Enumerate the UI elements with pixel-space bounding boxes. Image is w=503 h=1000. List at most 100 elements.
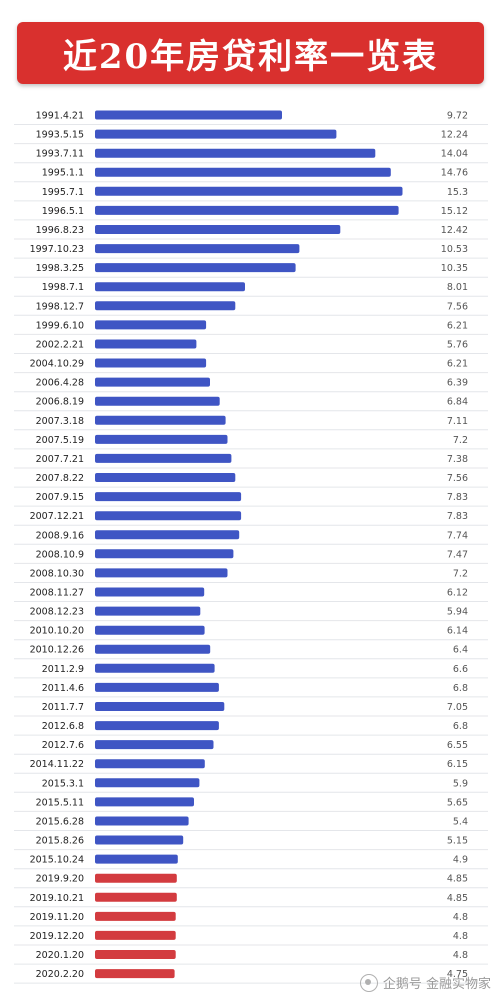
- value-label: 6.6: [453, 664, 468, 675]
- bar: [95, 873, 177, 883]
- bar: [95, 492, 242, 502]
- bar: [95, 263, 296, 273]
- value-label: 14.04: [441, 149, 468, 160]
- value-label: 6.8: [453, 721, 468, 732]
- category-label: 2006.4.28: [36, 378, 84, 389]
- value-label: 6.39: [447, 378, 468, 389]
- value-label: 10.53: [441, 244, 468, 255]
- value-label: 5.4: [453, 817, 468, 828]
- category-label: 2012.6.8: [42, 721, 84, 732]
- value-label: 7.47: [447, 549, 468, 560]
- category-label: 2015.6.28: [36, 817, 84, 828]
- bar: [95, 453, 232, 463]
- bar: [95, 721, 219, 731]
- category-label: 2004.10.29: [30, 359, 84, 370]
- category-label: 1995.1.1: [42, 168, 84, 179]
- value-label: 15.12: [441, 206, 468, 217]
- category-label: 2015.10.24: [30, 855, 84, 866]
- category-label: 2007.7.21: [36, 454, 84, 465]
- category-label: 2020.2.20: [36, 969, 84, 980]
- category-label: 1998.3.25: [36, 263, 84, 274]
- value-label: 14.76: [441, 168, 468, 179]
- category-label: 2014.11.22: [30, 759, 84, 770]
- value-label: 4.85: [447, 874, 468, 885]
- value-label: 6.12: [447, 588, 468, 599]
- bar: [95, 606, 201, 616]
- bar: [95, 892, 177, 902]
- bar: [95, 797, 194, 807]
- bar: [95, 473, 236, 482]
- category-label: 2019.12.20: [30, 931, 84, 942]
- bar: [95, 205, 399, 215]
- category-label: 2007.8.22: [36, 473, 84, 484]
- bar: [95, 434, 228, 444]
- value-label: 4.8: [453, 950, 468, 961]
- title-banner: 近20年房贷利率一览表: [17, 22, 484, 84]
- bar: [95, 663, 215, 673]
- category-label: 2015.5.11: [36, 797, 84, 808]
- bar: [95, 167, 391, 177]
- value-label: 7.56: [447, 473, 468, 484]
- category-label: 2007.5.19: [36, 435, 84, 446]
- bar: [95, 377, 210, 387]
- category-label: 2015.3.1: [42, 778, 84, 789]
- value-label: 12.42: [441, 225, 468, 236]
- value-label: 7.38: [447, 454, 468, 465]
- category-label: 2008.10.9: [36, 549, 84, 560]
- bar: [95, 911, 176, 921]
- category-label: 2008.10.30: [30, 568, 84, 579]
- bar: [95, 186, 403, 196]
- category-label: 2010.12.26: [30, 645, 84, 656]
- bar: [95, 244, 300, 254]
- value-label: 7.11: [447, 416, 468, 427]
- category-label: 2006.8.19: [36, 397, 84, 408]
- category-label: 2015.8.26: [36, 836, 84, 847]
- bar: [95, 625, 205, 635]
- value-label: 6.21: [447, 359, 468, 370]
- category-label: 2019.10.21: [30, 893, 84, 904]
- bar: [95, 110, 282, 120]
- category-label: 1993.5.15: [36, 130, 84, 141]
- bar: [95, 301, 236, 311]
- value-label: 6.4: [453, 645, 468, 656]
- bar: [95, 759, 205, 769]
- value-label: 6.8: [453, 683, 468, 694]
- value-label: 5.65: [447, 797, 468, 808]
- value-label: 4.8: [453, 931, 468, 942]
- category-label: 1998.7.1: [42, 282, 84, 293]
- category-label: 1995.7.1: [42, 187, 84, 198]
- bar: [95, 587, 205, 597]
- value-label: 6.55: [447, 740, 468, 751]
- value-label: 4.75: [447, 969, 468, 980]
- bar: [95, 129, 337, 139]
- value-label: 4.85: [447, 893, 468, 904]
- bar: [95, 930, 176, 940]
- watermark: 企鹅号 金融实物家: [359, 973, 491, 992]
- bar: [95, 396, 220, 406]
- bar: [95, 740, 214, 750]
- value-label: 7.83: [447, 492, 468, 503]
- watermark-text: 企鹅号 金融实物家: [382, 977, 491, 992]
- category-label: 1996.5.1: [42, 206, 84, 217]
- bar: [95, 148, 376, 158]
- category-label: 2012.7.6: [42, 740, 84, 751]
- category-label: 2008.9.16: [36, 530, 84, 541]
- category-label: 2010.10.20: [30, 626, 84, 637]
- category-label: 2011.2.9: [42, 664, 84, 675]
- chart-title: 近20年房贷利率一览表: [62, 36, 439, 77]
- category-label: 2011.7.7: [42, 702, 84, 713]
- bar: [95, 568, 228, 578]
- value-label: 7.56: [447, 301, 468, 312]
- value-label: 5.9: [453, 778, 468, 789]
- value-label: 7.05: [447, 702, 468, 713]
- value-label: 8.01: [447, 282, 468, 293]
- category-label: 2011.4.6: [42, 683, 84, 694]
- category-label: 1996.8.23: [36, 225, 84, 236]
- value-label: 4.8: [453, 912, 468, 923]
- value-label: 6.14: [447, 626, 468, 637]
- bar: [95, 415, 226, 425]
- bar: [95, 950, 176, 959]
- category-label: 2007.3.18: [36, 416, 84, 427]
- bar: [95, 320, 207, 330]
